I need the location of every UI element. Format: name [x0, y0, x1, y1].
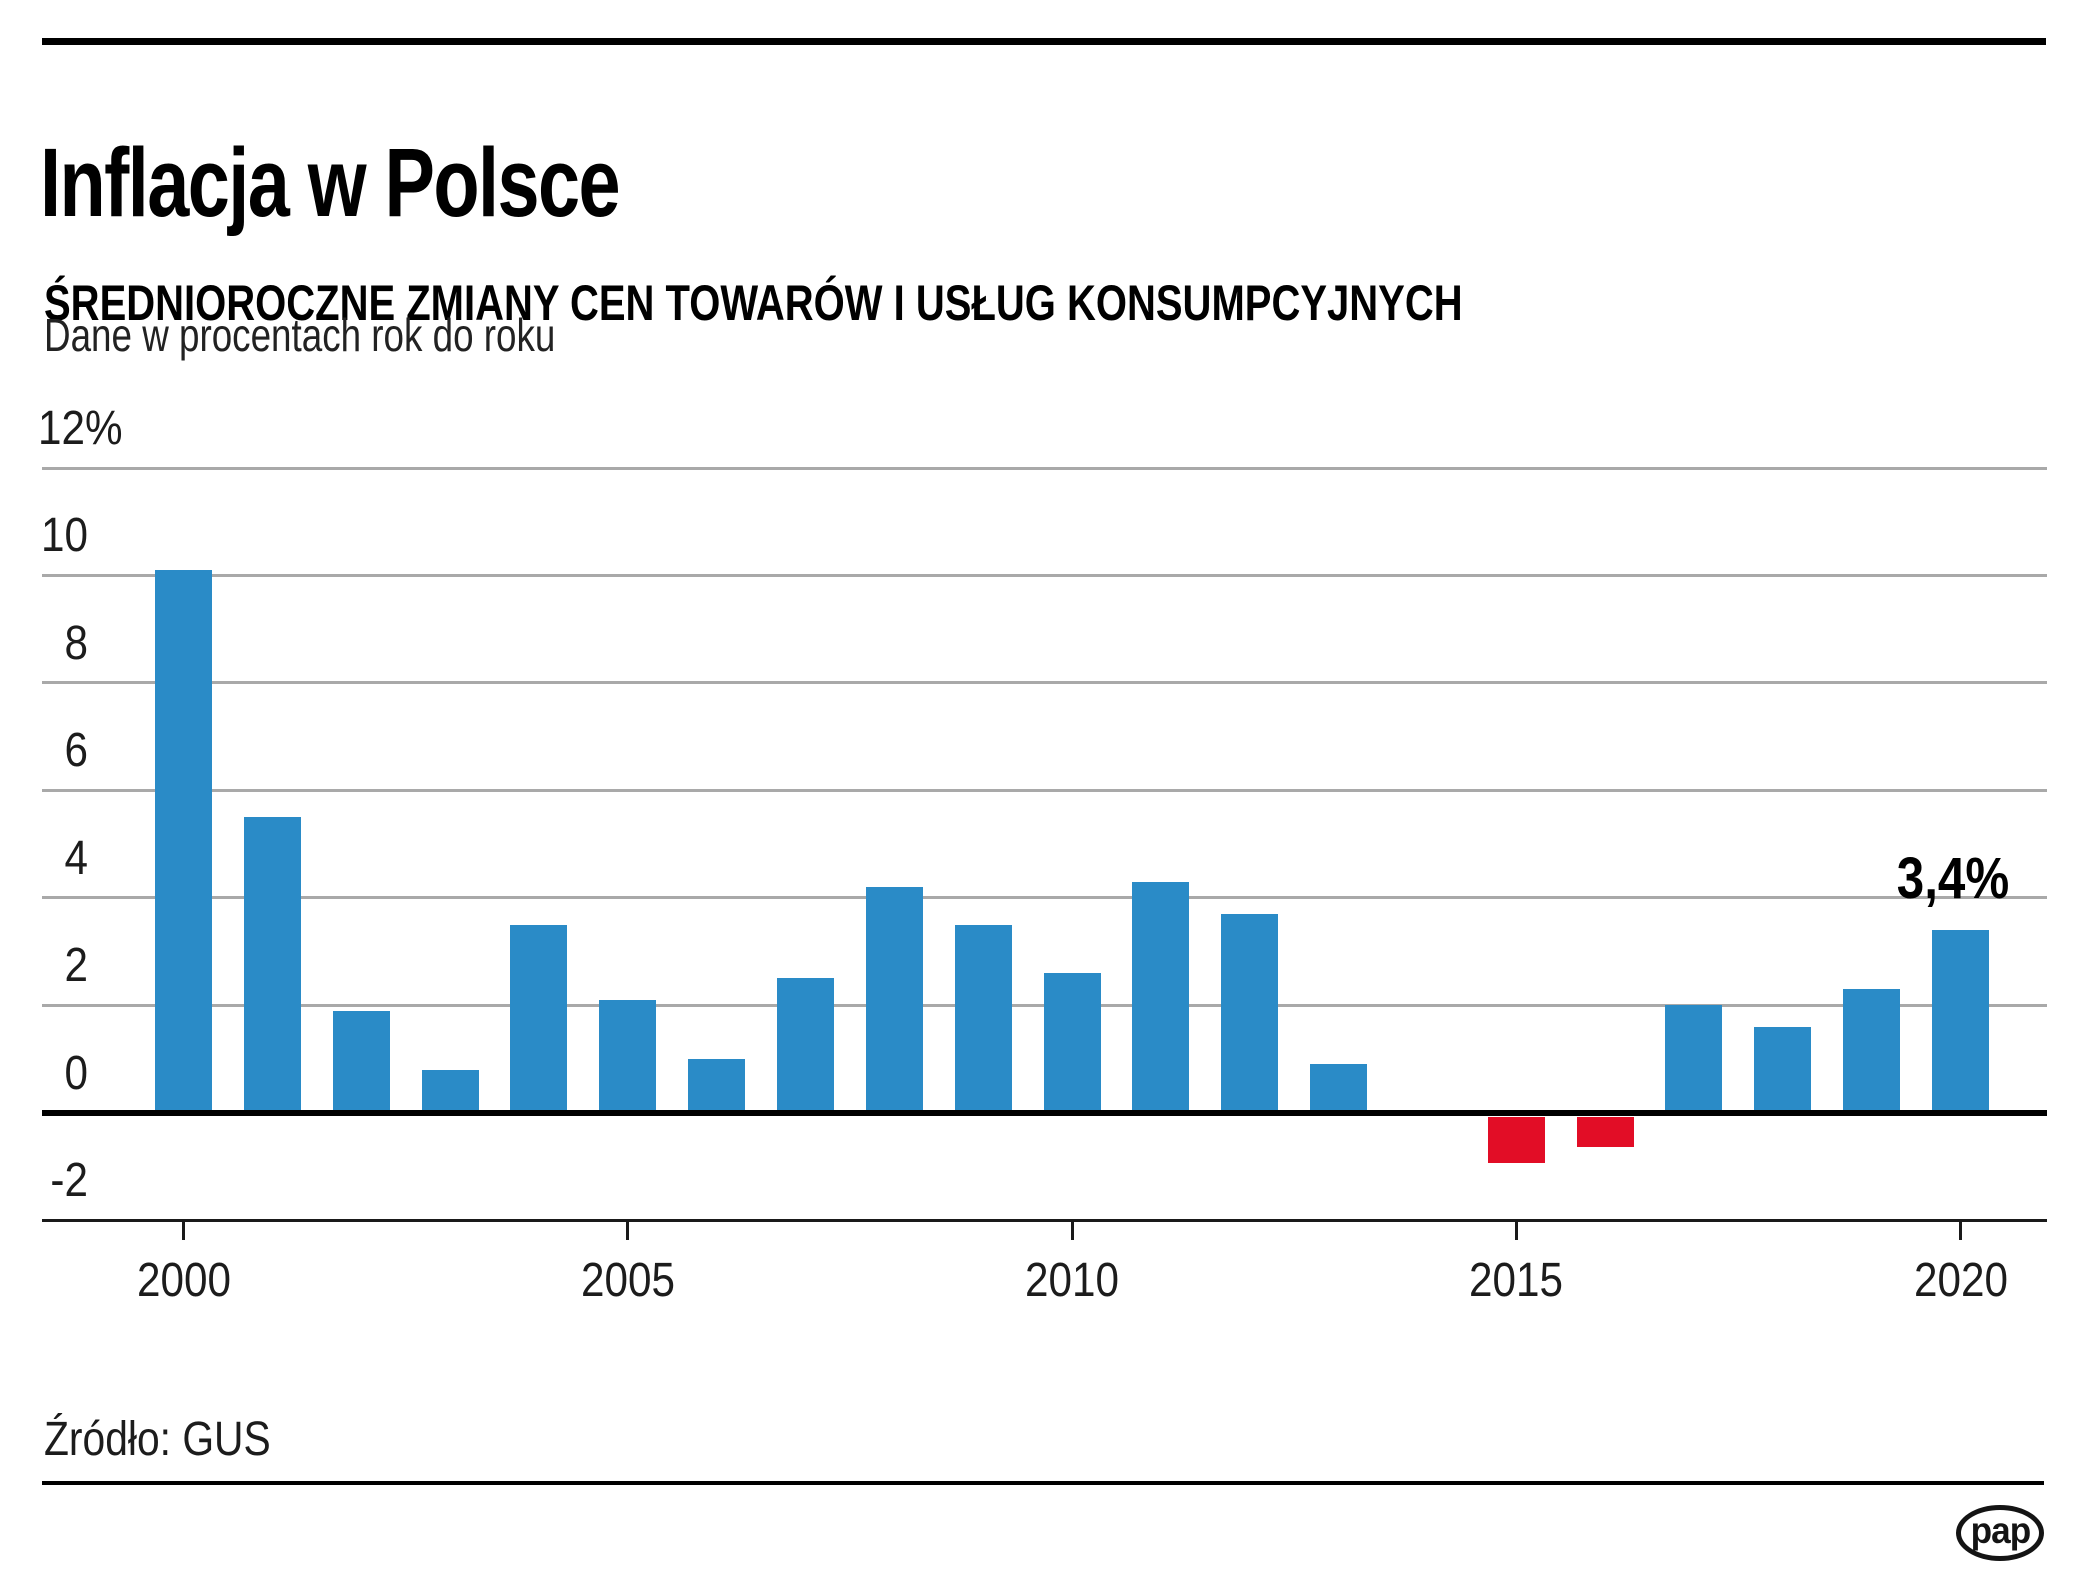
y-axis-label-0: 0	[64, 1046, 88, 1100]
bar-2017	[1665, 1005, 1723, 1111]
x-axis-label-2020: 2020	[1913, 1254, 2008, 1307]
value-annotation-2020: 3,4%	[1896, 845, 2009, 911]
bar-2009	[954, 924, 1012, 1111]
x-axis-label-2000: 2000	[136, 1254, 231, 1307]
gridline-12	[42, 466, 2047, 470]
bar-2008	[865, 886, 923, 1111]
bar-2007	[776, 978, 834, 1111]
x-axis-tick-2005	[626, 1222, 630, 1240]
bottom-rule	[42, 1481, 2044, 1485]
bar-2018	[1754, 1026, 1812, 1111]
bar-2013	[1310, 1064, 1368, 1111]
y-axis-label-12: 12%	[38, 402, 123, 455]
x-axis-label-2010: 2010	[1025, 1254, 1119, 1307]
chart-unit-note: Dane w procentach rok do roku	[44, 309, 556, 361]
page-title: Inflacja w Polsce	[40, 127, 621, 237]
y-axis-label-2: 2	[64, 939, 88, 993]
bar-2020	[1932, 929, 1989, 1111]
x-axis-label-2005: 2005	[580, 1254, 675, 1307]
gridline-10	[42, 573, 2047, 577]
bar-2003	[421, 1069, 479, 1111]
x-axis-tick-2000	[182, 1222, 185, 1240]
bar-2006	[688, 1058, 746, 1111]
y-axis-label-8: 8	[64, 616, 88, 670]
bar-2005	[599, 999, 657, 1111]
x-axis-line	[42, 1218, 2047, 1222]
bar-2019	[1843, 989, 1901, 1111]
x-axis-tick-2015	[1514, 1222, 1518, 1240]
bar-2004	[510, 924, 568, 1111]
x-axis-tick-2020	[1959, 1222, 1962, 1240]
bar-2015	[1487, 1116, 1545, 1163]
top-rule	[42, 38, 2046, 45]
x-axis-tick-2010	[1070, 1222, 1074, 1240]
bar-2011	[1132, 881, 1190, 1111]
y-axis-label-10: 10	[41, 509, 88, 563]
chart-subtitle: ŚREDNIOROCZNE ZMIANY CEN TOWARÓW I USŁUG…	[44, 274, 1463, 331]
bar-2001	[243, 817, 301, 1111]
bar-2010	[1043, 972, 1101, 1111]
y-axis-label-6: 6	[64, 724, 88, 778]
gridline-4	[42, 896, 2047, 900]
gridline-8	[42, 681, 2047, 685]
source-note: Źródło: GUS	[44, 1413, 271, 1466]
zero-baseline	[42, 1109, 2047, 1116]
gridline-6	[42, 788, 2047, 792]
bar-2012	[1221, 913, 1279, 1111]
bar-2016	[1576, 1116, 1634, 1147]
y-axis-label-4: 4	[64, 831, 88, 885]
pap-logo: pap	[1956, 1505, 2044, 1561]
bar-2000	[155, 570, 212, 1111]
x-axis-label-2015: 2015	[1469, 1254, 1564, 1307]
pap-logo-text: pap	[1970, 1510, 2031, 1551]
bar-2002	[332, 1010, 390, 1111]
y-axis-label--2: -2	[50, 1154, 88, 1207]
